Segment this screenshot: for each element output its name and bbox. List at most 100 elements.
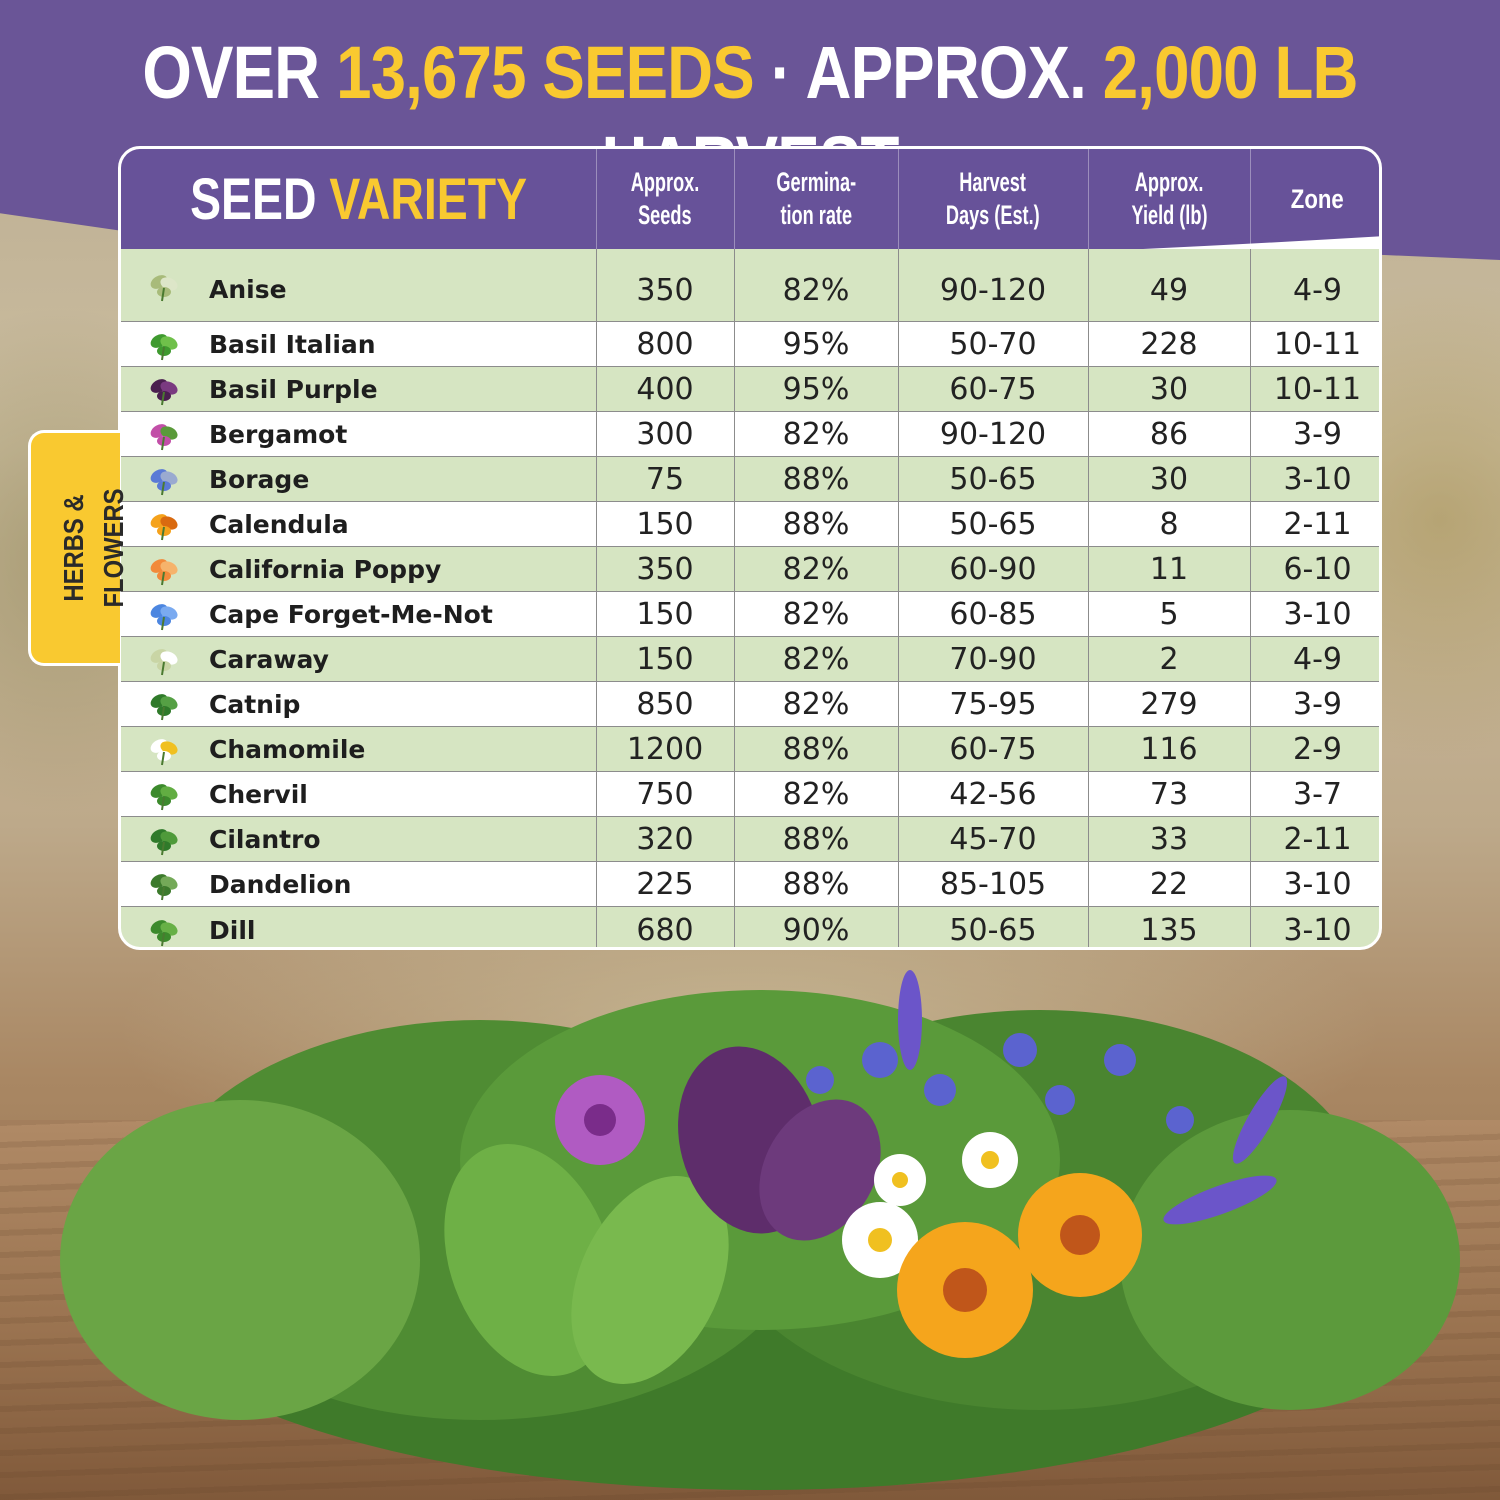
headline-seeds-count: 13,675 SEEDS [336, 31, 755, 114]
zone-cell: 3-9 [1293, 416, 1342, 452]
category-tab [28, 430, 120, 666]
days-cell: 50-65 [949, 461, 1037, 497]
table-row: Borage 75 88% 50-65 30 3-10 [121, 456, 1379, 501]
variety-name: Basil Purple [209, 374, 378, 404]
seeds-cell: 150 [636, 596, 694, 632]
days-cell: 90-120 [939, 416, 1047, 452]
headline-part-1: OVER [142, 31, 337, 114]
variety-name: Anise [209, 274, 287, 304]
header-divider [1250, 149, 1251, 249]
yield-cell: 30 [1149, 461, 1189, 497]
variety-name: Calendula [209, 509, 349, 539]
zone-cell: 6-10 [1283, 551, 1352, 587]
dandelion-icon [150, 874, 178, 901]
germ-cell: 88% [782, 461, 850, 497]
cilantro-icon [150, 829, 178, 856]
column-divider [898, 249, 899, 947]
germ-cell: 82% [782, 416, 850, 452]
zone-cell: 3-10 [1283, 866, 1352, 902]
seeds-cell: 850 [636, 686, 694, 722]
days-cell: 60-90 [949, 551, 1037, 587]
table-row: Dill 680 90% 50-65 135 3-10 [121, 906, 1379, 948]
seeds-cell: 225 [636, 866, 694, 902]
days-cell: 75-95 [949, 686, 1037, 722]
seeds-cell: 150 [636, 506, 694, 542]
column-divider [596, 249, 597, 947]
variety-name: Dill [209, 915, 256, 945]
seeds-cell: 150 [636, 641, 694, 677]
yield-cell: 8 [1159, 506, 1179, 542]
yield-cell: 135 [1140, 912, 1198, 948]
variety-name: Chervil [209, 779, 308, 809]
header-divider [734, 149, 735, 249]
calendula-icon [150, 514, 178, 541]
zone-cell: 3-10 [1283, 461, 1352, 497]
yield-cell: 30 [1149, 371, 1189, 407]
days-cell: 60-85 [949, 596, 1037, 632]
table-row: Basil Purple 400 95% 60-75 30 10-11 [121, 366, 1379, 411]
seeds-cell: 1200 [626, 731, 704, 767]
table-title: SEED VARIETY [121, 149, 596, 249]
chervil-icon [150, 784, 178, 811]
seeds-cell: 75 [645, 461, 685, 497]
yield-cell: 49 [1149, 272, 1189, 308]
header-germ-line1: Germina- [776, 167, 856, 197]
variety-name: Bergamot [209, 419, 348, 449]
header-approx-seeds: Approx. Seeds [596, 149, 734, 249]
table-header: SEED VARIETY Approx. Seeds Germina-tion r… [121, 149, 1379, 267]
header-zone: Zone [1250, 149, 1379, 249]
variety-name: Dandelion [209, 869, 352, 899]
table-row: Calendula 150 88% 50-65 8 2-11 [121, 501, 1379, 546]
days-cell: 50-65 [949, 912, 1037, 948]
zone-cell: 4-9 [1293, 272, 1342, 308]
table-row: Chamomile 1200 88% 60-75 116 2-9 [121, 726, 1379, 771]
yield-cell: 33 [1149, 821, 1189, 857]
germ-cell: 90% [782, 912, 850, 948]
variety-name: Catnip [209, 689, 301, 719]
table-row: Cape Forget-Me-Not 150 82% 60-85 5 3-10 [121, 591, 1379, 636]
variety-name: Cape Forget-Me-Not [209, 599, 493, 629]
herbs-and-flowers-image [60, 970, 1460, 1490]
zone-cell: 3-10 [1283, 596, 1352, 632]
variety-name: Basil Italian [209, 329, 376, 359]
zone-cell: 3-9 [1293, 686, 1342, 722]
germ-cell: 88% [782, 506, 850, 542]
table-row: Basil Italian 800 95% 50-70 228 10-11 [121, 321, 1379, 366]
purple-basil-icon [150, 379, 178, 406]
zone-cell: 2-11 [1283, 821, 1352, 857]
seeds-cell: 300 [636, 416, 694, 452]
column-divider [734, 249, 735, 947]
variety-name: Cilantro [209, 824, 321, 854]
anise-icon [150, 275, 178, 302]
table-row: Dandelion 225 88% 85-105 22 3-10 [121, 861, 1379, 906]
table-title-variety: VARIETY [329, 166, 527, 232]
zone-cell: 3-7 [1293, 776, 1342, 812]
table-row: California Poppy 350 82% 60-90 11 6-10 [121, 546, 1379, 591]
germ-cell: 95% [782, 371, 850, 407]
variety-name: California Poppy [209, 554, 442, 584]
seeds-cell: 400 [636, 371, 694, 407]
days-cell: 90-120 [939, 272, 1047, 308]
header-germ-line2: tion rate [780, 200, 852, 230]
basil-icon [150, 334, 178, 361]
germ-cell: 82% [782, 776, 850, 812]
days-cell: 85-105 [939, 866, 1047, 902]
category-tab-label: HERBS & FLOWERS [54, 428, 129, 668]
yield-cell: 2 [1159, 641, 1179, 677]
poppy-icon [150, 559, 178, 586]
days-cell: 50-70 [949, 326, 1037, 362]
seeds-cell: 350 [636, 272, 694, 308]
table-row: Caraway 150 82% 70-90 2 4-9 [121, 636, 1379, 681]
germ-cell: 88% [782, 821, 850, 857]
column-divider [1088, 249, 1089, 947]
yield-cell: 22 [1149, 866, 1189, 902]
header-yield-line2: Yield (lb) [1131, 200, 1207, 230]
yield-cell: 279 [1140, 686, 1198, 722]
germ-cell: 82% [782, 272, 850, 308]
header-germination-rate: Germina-tion rate [734, 149, 898, 249]
header-divider [596, 149, 597, 249]
header-seeds-line2: Seeds [638, 200, 692, 230]
days-cell: 60-75 [949, 731, 1037, 767]
seeds-cell: 350 [636, 551, 694, 587]
yield-cell: 73 [1149, 776, 1189, 812]
